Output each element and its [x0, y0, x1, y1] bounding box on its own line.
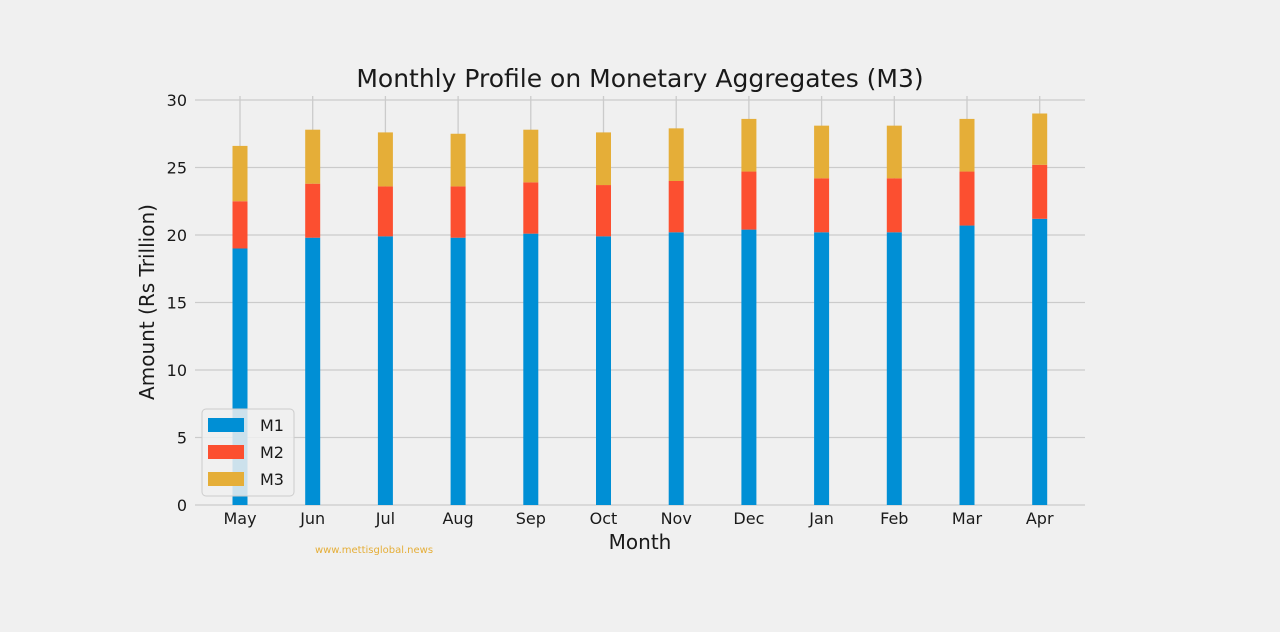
y-tick-label: 25	[167, 159, 187, 178]
bar-m2-nov	[668, 181, 684, 233]
x-tick-label: Oct	[590, 509, 618, 528]
bar-m3-jul	[377, 132, 393, 187]
bar-m3-aug	[450, 133, 466, 187]
x-tick-label: Mar	[952, 509, 983, 528]
bar-m3-mar	[959, 118, 975, 172]
x-tick-label: Jan	[808, 509, 834, 528]
x-ticks: May Jun Jul Aug Sep Oct Nov Dec Jan Feb Mar Apr	[223, 509, 1053, 528]
x-tick-label: Jul	[375, 509, 395, 528]
bar-m3-apr	[1032, 113, 1048, 165]
bar-m1-mar	[959, 225, 975, 506]
watermark: www.mettisglobal.news	[315, 545, 433, 556]
x-tick-label: Apr	[1026, 509, 1054, 528]
bar-m1-dec	[741, 229, 757, 505]
bar-m3-jun	[305, 129, 321, 184]
bar-m3-nov	[668, 128, 684, 181]
y-tick-label: 15	[167, 294, 187, 313]
bar-m1-aug	[450, 237, 466, 505]
bar-m3-dec	[741, 118, 757, 172]
x-tick-label: Feb	[880, 509, 908, 528]
legend-label-m2: M2	[260, 443, 284, 462]
bar-m1-nov	[668, 232, 684, 506]
bars	[232, 113, 1048, 506]
legend-swatch-m2	[208, 445, 244, 459]
x-tick-label: May	[223, 509, 256, 528]
legend: M1 M2 M3	[201, 408, 295, 497]
bar-m3-may	[232, 145, 248, 202]
bar-m3-jan	[814, 125, 830, 179]
bar-m1-feb	[886, 232, 902, 506]
x-tick-label: Sep	[516, 509, 546, 528]
y-tick-label: 30	[167, 91, 187, 110]
bar-m2-jul	[377, 186, 393, 237]
bar-m2-aug	[450, 186, 466, 238]
bar-m3-oct	[596, 132, 611, 186]
legend-label-m3: M3	[260, 470, 284, 489]
bar-m1-apr	[1032, 218, 1048, 506]
bar-m1-jun	[305, 237, 321, 505]
y-ticks: 0 5 10 15 20 25 30	[167, 91, 187, 515]
x-tick-label: Jun	[299, 509, 325, 528]
bar-m2-dec	[741, 171, 757, 230]
legend-swatch-m3	[208, 472, 244, 486]
bar-m1-jan	[814, 232, 830, 506]
x-axis-label: Month	[609, 530, 672, 554]
bar-m2-oct	[596, 185, 611, 237]
bar-m3-sep	[523, 129, 539, 183]
bar-m1-oct	[596, 236, 611, 505]
bar-m3-feb	[886, 125, 902, 179]
y-tick-label: 5	[177, 429, 187, 448]
bar-m2-apr	[1032, 164, 1048, 219]
bar-m2-feb	[886, 178, 902, 233]
x-tick-label: Dec	[733, 509, 764, 528]
x-tick-label: Nov	[661, 509, 692, 528]
y-tick-label: 10	[167, 361, 187, 380]
y-tick-label: 0	[177, 496, 187, 515]
y-tick-label: 20	[167, 226, 187, 245]
bar-m2-sep	[523, 182, 539, 234]
bar-m1-sep	[523, 233, 539, 505]
bar-m2-mar	[959, 171, 975, 226]
bar-m2-jun	[305, 183, 321, 238]
y-axis-label: Amount (Rs Trillion)	[135, 204, 159, 400]
chart-title: Monthly Profile on Monetary Aggregates (…	[356, 64, 923, 93]
bar-m2-jan	[814, 178, 830, 233]
bar-m1-jul	[377, 236, 393, 505]
x-tick-label: Aug	[442, 509, 473, 528]
legend-label-m1: M1	[260, 416, 284, 435]
bar-m2-may	[232, 201, 248, 249]
legend-swatch-m1	[208, 418, 244, 432]
